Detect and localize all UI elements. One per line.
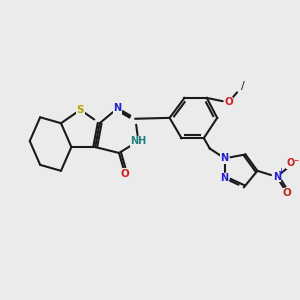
Text: N: N bbox=[113, 103, 122, 113]
Text: O: O bbox=[224, 98, 233, 107]
Text: +: + bbox=[277, 167, 284, 176]
Text: O: O bbox=[283, 188, 292, 198]
Text: N: N bbox=[220, 173, 229, 183]
Text: N: N bbox=[220, 153, 229, 163]
Text: /: / bbox=[241, 81, 244, 91]
Text: O⁻: O⁻ bbox=[286, 158, 300, 168]
Text: S: S bbox=[76, 105, 84, 115]
Text: O: O bbox=[121, 169, 129, 179]
Text: NH: NH bbox=[130, 136, 146, 146]
Text: N: N bbox=[273, 172, 281, 182]
